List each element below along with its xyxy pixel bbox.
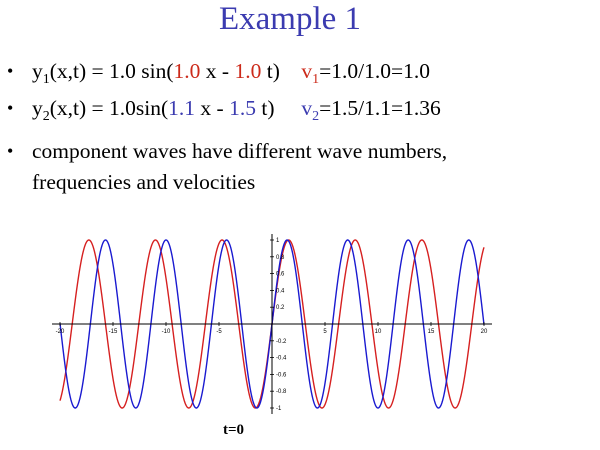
eq-suffix: t) (255, 96, 275, 120)
y-tick-label: 0.2 (276, 305, 285, 311)
eq-prefix: (x,t) = 1.0 sin( (49, 59, 174, 83)
x-tick-label: -5 (216, 329, 222, 335)
wave-number: 1.0 (173, 59, 201, 83)
velocity-symbol: v (301, 59, 313, 83)
x-tick-label: 5 (323, 329, 327, 335)
x-tick-label: -10 (162, 329, 171, 335)
y-tick-label: 1 (276, 238, 280, 244)
description-line1: component waves have different wave numb… (32, 139, 448, 163)
slide-title: Example 1 (218, 1, 362, 37)
bullet-dot: • (7, 141, 14, 161)
eq-mid: x - (200, 59, 235, 83)
eq-suffix: t) (261, 59, 280, 83)
y-tick-label: -0.6 (276, 372, 287, 378)
angular-frequency: 1.5 (229, 96, 256, 120)
x-tick-label: 20 (481, 329, 488, 335)
y-tick-label: -0.8 (276, 389, 287, 395)
velocity-symbol: v (301, 96, 313, 120)
y-tick-label: 0.8 (276, 255, 285, 261)
x-tick-label: -20 (56, 329, 65, 335)
eq-subscript: 2 (42, 109, 50, 124)
velocity-subscript: 2 (312, 109, 320, 124)
velocity-value: =1.5/1.1=1.36 (319, 96, 441, 120)
time-caption: t=0 (223, 422, 245, 438)
description-line2: frequencies and velocities (32, 170, 256, 194)
eq-prefix: (x,t) = 1.0sin( (49, 96, 169, 120)
equation-wave2: y2(x,t) = 1.0sin(1.1 x - 1.5 t) v2=1.5/1… (32, 95, 441, 130)
eq-symbol: y (32, 59, 43, 83)
wave-number: 1.1 (168, 96, 196, 120)
velocity-subscript: 1 (312, 72, 320, 87)
eq-subscript: 1 (42, 72, 50, 87)
x-tick-label: 15 (428, 329, 435, 335)
y-tick-label: -0.4 (276, 356, 287, 362)
plot-ticks: -20 -15 -10 -5 5 10 15 20 1 0.8 0.6 0.4 0.2 -0.2 -0.4 -… (56, 238, 488, 412)
x-tick-label: 10 (375, 329, 382, 335)
y-tick-label: 0.6 (276, 272, 285, 278)
angular-frequency: 1.0 (234, 59, 262, 83)
bullet-dot: • (7, 61, 14, 81)
eq-symbol: y (32, 96, 43, 120)
wave-plot: -20 -15 -10 -5 5 10 15 20 1 0.8 0.6 0.4 0.2 -0.2 -0.4 -… (52, 234, 492, 414)
eq-mid: x - (195, 96, 230, 120)
x-tick-label: -15 (109, 329, 118, 335)
y-tick-label: -0.2 (276, 339, 287, 345)
bullet-dot: • (7, 98, 14, 118)
y-tick-label: -1 (276, 406, 282, 412)
velocity-value: =1.0/1.0=1.0 (319, 59, 430, 83)
y-tick-label: 0.4 (276, 288, 285, 294)
equation-wave1: y1(x,t) = 1.0 sin(1.0 x - 1.0 t) v1=1.0/… (32, 58, 430, 93)
